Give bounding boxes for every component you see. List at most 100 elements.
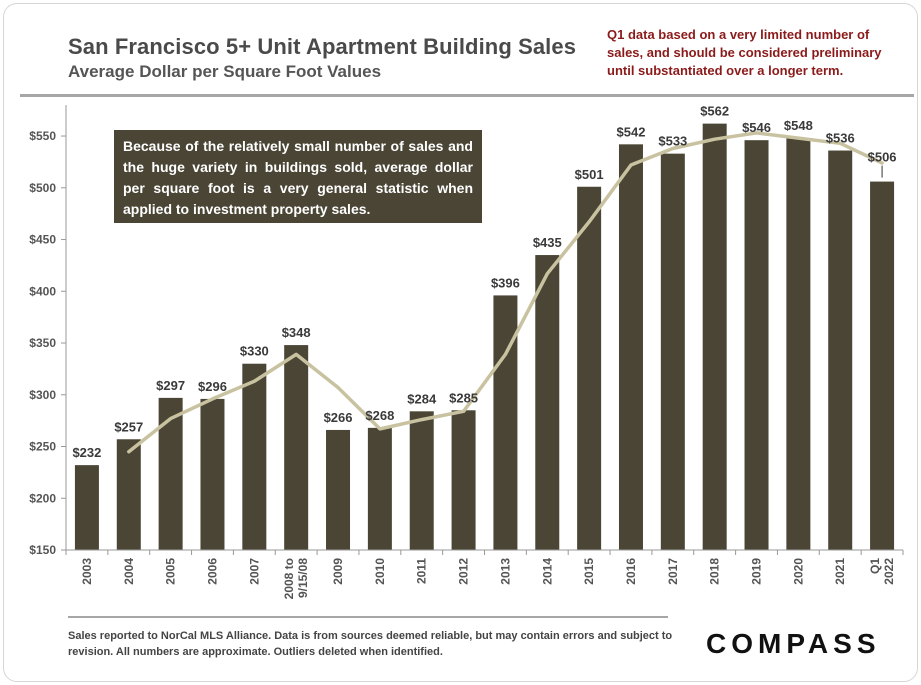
value-label: $396 bbox=[491, 275, 520, 290]
y-axis: $150 $200 $250 $300 $350 $400 $450 $500 $550 bbox=[29, 105, 67, 557]
x-tick-label: 2017 bbox=[666, 558, 680, 585]
x-tick-label-line: 2021 bbox=[833, 558, 847, 585]
x-tick-label-line: 9/15/08 bbox=[296, 558, 310, 598]
x-tick-label-line: 2016 bbox=[624, 558, 638, 585]
x-tick-label: 2008 to9/15/08 bbox=[282, 558, 310, 600]
value-label: $266 bbox=[324, 410, 353, 425]
value-label: $296 bbox=[198, 379, 227, 394]
bar bbox=[577, 186, 602, 551]
x-tick-label: 2004 bbox=[122, 558, 136, 585]
x-axis: 2003 2004 2005 2006 2007 2008 to9/15/08 2009 20… bbox=[65, 549, 904, 600]
x-tick-label: 2011 bbox=[415, 558, 429, 584]
value-label: $506 bbox=[868, 150, 897, 165]
bar bbox=[744, 140, 769, 551]
trend-line bbox=[127, 131, 884, 454]
value-labels: $232 $257 $297 $296 $330 $348 $266 $268 $284 $285… bbox=[72, 104, 896, 461]
x-tick-label-line: 2009 bbox=[331, 558, 345, 585]
y-tick-label: $550 bbox=[29, 129, 56, 143]
statistic-disclaimer-callout: Because of the relatively small number o… bbox=[114, 130, 482, 223]
bar bbox=[828, 150, 853, 550]
header-divider bbox=[20, 94, 914, 97]
preliminary-data-note: Q1 data based on a very limited number o… bbox=[607, 27, 882, 78]
x-tick-label-line: 2012 bbox=[457, 558, 471, 585]
x-tick-label-line: 2022 bbox=[882, 558, 896, 585]
bar bbox=[535, 255, 560, 550]
footer-divider bbox=[68, 616, 668, 618]
x-tick-label: 2019 bbox=[750, 558, 764, 585]
bar bbox=[786, 138, 811, 550]
x-tick-label: 2014 bbox=[540, 558, 554, 585]
value-label: $268 bbox=[365, 408, 394, 423]
footer-disclaimer: Sales reported to NorCal MLS Alliance. D… bbox=[68, 630, 673, 658]
value-label: $536 bbox=[826, 131, 855, 146]
x-tick-label: 2005 bbox=[164, 558, 178, 585]
y-tick-label: $200 bbox=[29, 491, 56, 505]
x-tick-label-line: 2020 bbox=[791, 558, 805, 585]
x-tick-label-line: 2011 bbox=[415, 558, 429, 584]
bars bbox=[74, 123, 895, 551]
y-tick-label: $350 bbox=[29, 336, 56, 350]
y-tick-label: $300 bbox=[29, 388, 56, 402]
value-label: $542 bbox=[617, 124, 646, 139]
bar bbox=[326, 429, 351, 550]
value-label: $546 bbox=[742, 120, 771, 135]
value-label: $548 bbox=[784, 118, 813, 133]
y-tick-label: $150 bbox=[29, 543, 56, 557]
compass-logo: COMPASS bbox=[706, 628, 881, 659]
x-tick-label: 2013 bbox=[498, 558, 512, 585]
bar bbox=[409, 411, 434, 550]
x-tick-label: 2009 bbox=[331, 558, 345, 585]
x-tick-label: 2015 bbox=[582, 558, 596, 585]
x-tick-label: 2006 bbox=[205, 558, 219, 585]
value-label: $285 bbox=[449, 390, 478, 405]
bar bbox=[74, 465, 99, 550]
bar bbox=[493, 295, 518, 550]
bar bbox=[618, 144, 643, 551]
x-tick-label-line: 2017 bbox=[666, 558, 680, 585]
x-tick-label: 2016 bbox=[624, 558, 638, 585]
value-label: $562 bbox=[700, 104, 729, 119]
y-tick-label: $450 bbox=[29, 233, 56, 247]
x-tick-label-line: 2004 bbox=[122, 558, 136, 585]
x-tick-label-line: 2015 bbox=[582, 558, 596, 585]
value-label: $284 bbox=[407, 391, 437, 406]
bar bbox=[116, 439, 141, 550]
x-tick-label-line: Q1 bbox=[868, 558, 882, 574]
x-tick-label: 2010 bbox=[373, 558, 387, 585]
x-tick-label-line: 2007 bbox=[247, 558, 261, 585]
x-tick-label-line: 2006 bbox=[205, 558, 219, 585]
trend-line-group bbox=[127, 131, 884, 454]
y-tick-label: $500 bbox=[29, 181, 56, 195]
x-tick-label-line: 2014 bbox=[540, 558, 554, 585]
x-tick-label-line: 2003 bbox=[80, 558, 94, 585]
x-tick-label: Q12022 bbox=[868, 558, 896, 585]
y-tick-label: $400 bbox=[29, 284, 56, 298]
bar bbox=[870, 181, 895, 550]
x-tick-label-line: 2010 bbox=[373, 558, 387, 585]
x-tick-label: 2007 bbox=[247, 558, 261, 585]
value-label: $435 bbox=[533, 235, 562, 250]
chart-title: San Francisco 5+ Unit Apartment Building… bbox=[68, 34, 577, 59]
bar bbox=[200, 398, 225, 550]
x-tick-label-line: 2005 bbox=[164, 558, 178, 585]
x-tick-label-line: 2018 bbox=[708, 558, 722, 585]
x-tick-label-line: 2013 bbox=[498, 558, 512, 585]
bar bbox=[242, 363, 267, 550]
value-label: $501 bbox=[575, 167, 604, 182]
x-tick-label-line: 2019 bbox=[750, 558, 764, 585]
bar bbox=[367, 427, 392, 550]
x-tick-label: 2003 bbox=[80, 558, 94, 585]
value-label: $232 bbox=[72, 445, 101, 460]
x-tick-label: 2021 bbox=[833, 558, 847, 585]
bar bbox=[284, 345, 309, 550]
chart-subtitle: Average Dollar per Square Foot Values bbox=[68, 62, 382, 81]
value-label: $330 bbox=[240, 344, 269, 359]
bar bbox=[660, 153, 685, 551]
bar bbox=[702, 123, 727, 551]
x-tick-label: 2012 bbox=[457, 558, 471, 585]
bar bbox=[451, 410, 476, 550]
value-label: $257 bbox=[114, 419, 143, 434]
value-label: $348 bbox=[282, 325, 311, 340]
value-label: $297 bbox=[156, 378, 185, 393]
